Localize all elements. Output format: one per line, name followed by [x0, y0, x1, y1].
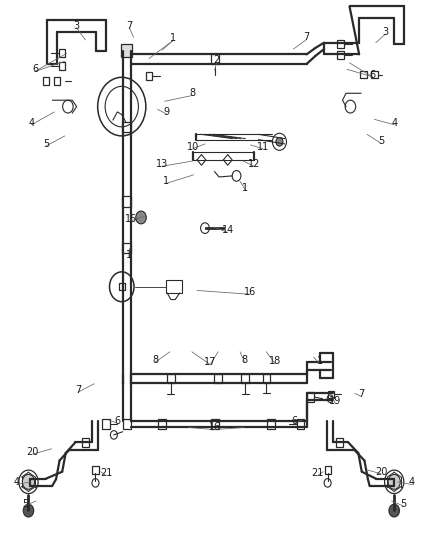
Bar — [123, 419, 131, 429]
Text: 20: 20 — [375, 467, 387, 477]
Text: 1: 1 — [163, 176, 170, 186]
Text: 4: 4 — [14, 478, 20, 487]
Circle shape — [23, 504, 34, 517]
Text: 6: 6 — [114, 416, 120, 426]
Bar — [122, 196, 131, 207]
Bar — [167, 374, 175, 383]
Bar — [263, 374, 270, 383]
Text: 3: 3 — [74, 21, 80, 30]
Text: 8: 8 — [241, 355, 247, 365]
Text: 6: 6 — [291, 416, 297, 426]
Text: 20: 20 — [27, 447, 39, 457]
Circle shape — [389, 504, 399, 517]
Bar — [371, 71, 378, 78]
Text: 7: 7 — [358, 390, 364, 399]
Text: 1: 1 — [126, 250, 132, 260]
Bar — [211, 419, 219, 429]
Bar — [166, 280, 182, 293]
Text: 2: 2 — [214, 55, 220, 64]
Text: 17: 17 — [204, 358, 216, 367]
Text: 3: 3 — [382, 27, 389, 37]
Bar — [297, 419, 304, 429]
Bar — [102, 419, 110, 429]
Text: 1: 1 — [170, 34, 176, 43]
Bar — [122, 122, 131, 132]
Bar — [54, 77, 60, 85]
Text: 10: 10 — [187, 142, 199, 151]
Text: 4: 4 — [28, 118, 35, 127]
Bar — [122, 243, 131, 253]
Bar — [214, 374, 222, 383]
Bar — [328, 391, 334, 398]
Bar — [121, 44, 132, 57]
Bar — [307, 392, 314, 402]
Text: 13: 13 — [156, 159, 168, 169]
Circle shape — [201, 223, 209, 233]
Text: 6: 6 — [369, 70, 375, 79]
Text: 8: 8 — [152, 355, 159, 365]
Text: 16: 16 — [208, 423, 221, 432]
Text: 5: 5 — [43, 139, 49, 149]
Text: 7: 7 — [304, 33, 310, 42]
Bar — [336, 438, 343, 447]
Text: 6: 6 — [32, 64, 38, 74]
Text: 5: 5 — [22, 499, 28, 508]
Bar — [82, 438, 89, 447]
Bar — [119, 283, 125, 290]
Text: 7: 7 — [75, 385, 81, 395]
Text: 11: 11 — [257, 142, 269, 151]
Text: 18: 18 — [269, 357, 281, 366]
Text: 21: 21 — [311, 469, 324, 478]
Bar — [59, 49, 65, 57]
Text: 1: 1 — [242, 183, 248, 192]
Text: 9: 9 — [163, 107, 170, 117]
Text: 21: 21 — [100, 469, 112, 478]
Bar — [338, 39, 344, 47]
Text: 15: 15 — [125, 214, 138, 223]
Text: 1: 1 — [317, 357, 323, 366]
Circle shape — [388, 474, 400, 489]
Text: 16: 16 — [244, 287, 256, 297]
Text: 5: 5 — [400, 499, 406, 508]
Text: 4: 4 — [409, 478, 415, 487]
Text: 4: 4 — [391, 118, 397, 127]
Circle shape — [276, 138, 283, 146]
Text: 14: 14 — [222, 225, 234, 235]
Text: 5: 5 — [378, 136, 384, 146]
Bar — [338, 51, 344, 59]
Bar — [158, 419, 166, 429]
Bar — [325, 466, 331, 474]
Bar — [211, 54, 219, 64]
Bar — [59, 62, 65, 70]
Text: 12: 12 — [248, 159, 260, 169]
Bar — [145, 71, 152, 79]
Bar — [241, 374, 249, 383]
Text: 8: 8 — [190, 88, 196, 98]
Bar — [92, 466, 99, 474]
Circle shape — [22, 474, 35, 489]
Bar — [267, 419, 275, 429]
Text: 19: 19 — [329, 396, 341, 406]
Bar — [360, 71, 367, 78]
Text: 7: 7 — [126, 21, 132, 30]
Circle shape — [136, 211, 146, 224]
Bar — [43, 77, 49, 85]
